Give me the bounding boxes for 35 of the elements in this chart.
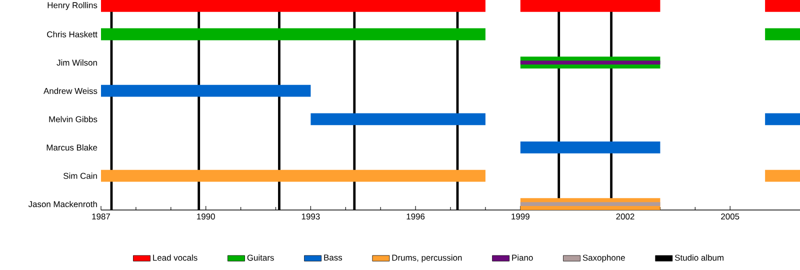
legend-label: Drums, percussion — [392, 254, 462, 262]
bar — [520, 142, 660, 154]
bar — [101, 28, 486, 40]
bar — [765, 0, 800, 12]
bar — [765, 170, 800, 182]
legend-label: Lead vocals — [153, 254, 198, 261]
bar — [765, 28, 800, 40]
y-tick-label: Melvin Gibbs — [49, 116, 98, 122]
x-tick-label: 2005 — [721, 214, 740, 220]
y-tick-label: Chris Haskett — [47, 31, 98, 38]
bar — [101, 84, 311, 97]
bar — [310, 113, 486, 126]
bar — [520, 60, 660, 65]
bar — [101, 170, 486, 182]
legend-label: Studio album — [674, 254, 724, 261]
y-tick-label: Henry Rollins — [48, 2, 98, 10]
x-tick-label: 1996 — [406, 214, 425, 220]
x-tick-label: 1990 — [197, 214, 215, 220]
legend-label: Guitars — [247, 254, 274, 261]
bar — [101, 0, 486, 12]
legend-label: Piano — [512, 254, 533, 261]
x-tick-label: 1987 — [92, 214, 110, 220]
legend-label: Bass — [324, 254, 342, 261]
bar — [765, 113, 800, 126]
x-tick-label: 1999 — [512, 214, 530, 220]
bar — [520, 0, 660, 12]
y-tick-label: Jason Mackenroth — [28, 200, 97, 208]
x-tick-label: 2002 — [616, 214, 634, 220]
y-tick-label: Andrew Weiss — [44, 88, 98, 94]
x-tick-label: 1993 — [302, 214, 320, 220]
y-tick-label: Sim Cain — [64, 172, 97, 179]
legend-label: Saxophone — [582, 254, 625, 262]
y-tick-label: Marcus Blake — [46, 144, 98, 151]
bar — [520, 202, 660, 206]
y-tick-label: Jim Wilson — [56, 59, 97, 66]
